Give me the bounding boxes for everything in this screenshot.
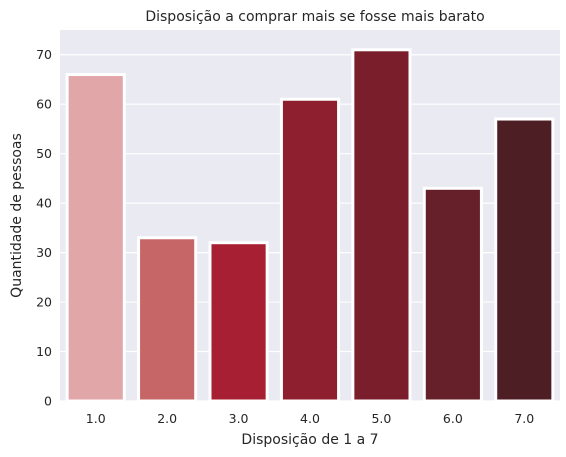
bar-3.0 <box>208 241 269 403</box>
bar-2.0 <box>137 236 198 403</box>
bars <box>65 48 555 403</box>
bar-1.0 <box>65 73 126 403</box>
y-tick-label: 70 <box>36 47 52 62</box>
y-tick-label: 40 <box>36 196 52 211</box>
y-tick-label: 0 <box>44 394 52 409</box>
y-tick-label: 60 <box>36 97 52 112</box>
bar-7.0 <box>494 117 555 403</box>
x-tick-label: 6.0 <box>443 411 463 426</box>
x-axis-label: Disposição de 1 a 7 <box>241 432 378 448</box>
y-tick-label: 50 <box>36 146 52 161</box>
x-axis-ticks: 1.0 2.0 3.0 4.0 5.0 6.0 7.0 <box>86 411 534 426</box>
y-axis-ticks: 0 10 20 30 40 50 60 70 <box>36 47 52 408</box>
bar-4.0 <box>279 97 341 403</box>
x-tick-label: 1.0 <box>86 411 106 426</box>
x-tick-label: 3.0 <box>229 411 249 426</box>
chart-title: Disposição a comprar mais se fosse mais … <box>145 9 484 25</box>
x-tick-label: 2.0 <box>157 411 177 426</box>
bar-5.0 <box>351 48 412 403</box>
y-axis-label: Quantidade de pessoas <box>9 133 25 298</box>
y-tick-label: 30 <box>36 245 52 260</box>
x-tick-label: 7.0 <box>514 411 534 426</box>
x-tick-label: 5.0 <box>371 411 391 426</box>
y-tick-label: 20 <box>36 295 52 310</box>
y-tick-label: 10 <box>36 344 52 359</box>
x-tick-label: 4.0 <box>300 411 320 426</box>
bar-6.0 <box>422 186 483 403</box>
